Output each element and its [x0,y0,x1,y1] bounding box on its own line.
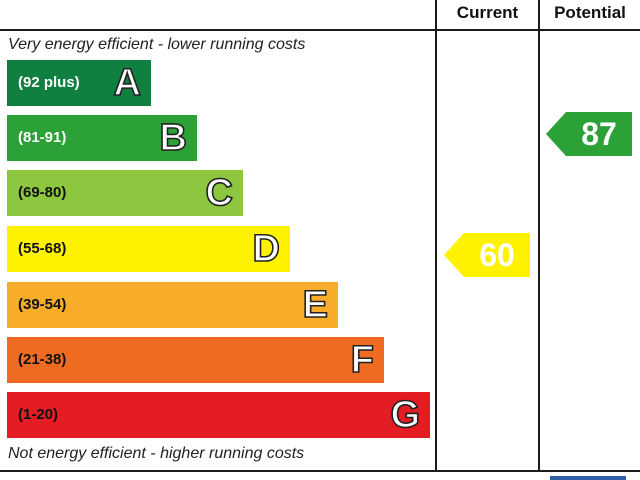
band-letter: A [113,61,142,105]
bottom-tab-edge [550,476,626,480]
band-letter: C [205,171,234,215]
band-e: (39-54) E [7,282,338,328]
divider-potential [538,0,540,472]
current-rating-value: 60 [479,237,515,273]
column-header-current: Current [456,3,519,22]
band-letter: E [302,283,329,327]
band-letter: B [159,116,188,160]
band-range-label: (69-80) [18,184,67,201]
band-range-label: (1-20) [18,406,59,423]
column-header-potential: Potential [554,3,626,22]
divider-current [435,0,437,472]
header-rule [0,29,640,31]
band-letter: D [252,227,281,271]
band-letter: F [350,338,375,382]
band-range-label: (92 plus) [18,74,80,91]
top-note: Very energy efficient - lower running co… [8,36,306,53]
potential-rating-value: 87 [581,116,617,152]
band-g: (1-20) G [7,392,430,438]
band-f: (21-38) F [7,337,384,383]
bottom-rule [0,470,640,472]
band-d: (55-68) D [7,226,290,272]
band-b: (81-91) B [7,115,197,161]
band-range-label: (39-54) [18,296,67,313]
band-a: (92 plus) A [7,60,151,106]
band-range-label: (21-38) [18,351,67,368]
band-range-label: (81-91) [18,129,67,146]
band-c: (69-80) C [7,170,243,216]
band-range-label: (55-68) [18,240,67,257]
band-letter: G [390,393,421,437]
bottom-note: Not energy efficient - higher running co… [8,445,305,462]
